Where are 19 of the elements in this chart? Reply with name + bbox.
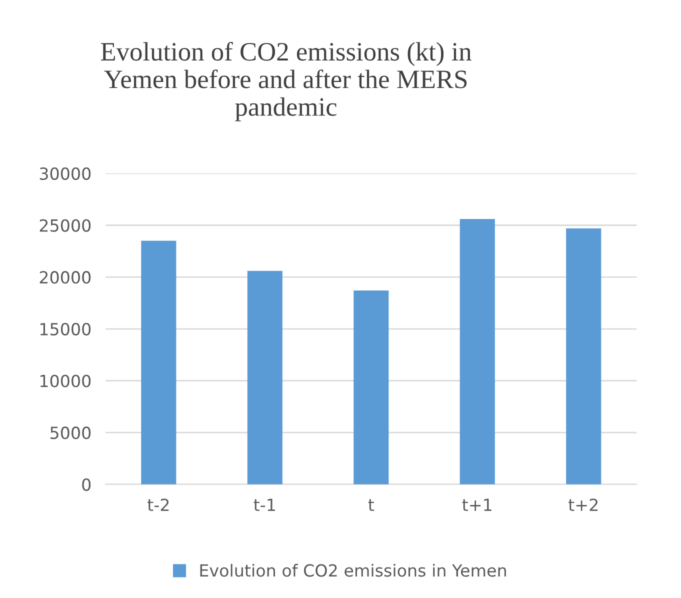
y-tick-label: 10000 — [40, 374, 91, 388]
y-tick-label: 0 — [82, 478, 91, 491]
legend-label: Evolution of CO2 emissions in Yemen — [200, 564, 506, 577]
y-tick-label: 15000 — [40, 322, 91, 336]
bar — [566, 228, 602, 484]
x-tick-label: t-1 — [254, 498, 275, 511]
y-tick-label: 20000 — [40, 271, 91, 284]
x-tick-label: t+1 — [462, 498, 492, 511]
chart-title: Evolution of CO2 emissions (kt) in Yemen before and after the MERS pandemic — [100, 42, 472, 122]
y-tick-label: 5000 — [50, 426, 91, 440]
x-tick-label: t+2 — [568, 498, 598, 511]
bar — [460, 219, 495, 484]
y-tick-label: 30000 — [40, 167, 91, 180]
y-tick-label: 25000 — [40, 219, 91, 232]
x-tick-label: t-2 — [148, 498, 169, 511]
bar — [354, 290, 389, 484]
bar — [141, 240, 176, 484]
x-tick-label: t — [368, 499, 374, 511]
bar — [247, 270, 282, 484]
